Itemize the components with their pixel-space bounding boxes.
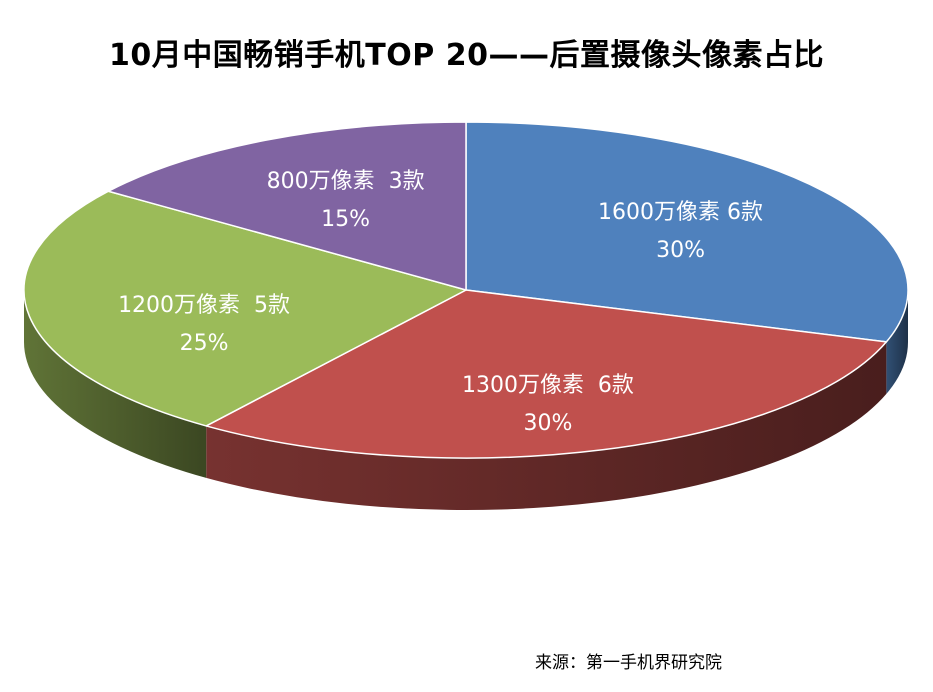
- pie-side-3: [24, 290, 207, 478]
- slice-label-2: 1300万像素 6款: [462, 373, 634, 398]
- pie-slice-2: [205, 289, 888, 459]
- pie-side-2: [206, 341, 887, 511]
- chart-title: 10月中国畅销手机TOP 20——后置摄像头像素占比: [109, 38, 824, 73]
- pie-side-1: [886, 290, 908, 394]
- slice-percent-4: 15%: [321, 207, 370, 232]
- slice-label-3: 1200万像素 5款: [118, 293, 290, 318]
- pie-slice-3: [23, 190, 467, 427]
- slice-percent-1: 30%: [656, 238, 705, 263]
- slice-percent-2: 30%: [523, 411, 572, 436]
- pie-slice-4: [107, 121, 467, 291]
- source-note: 来源：第一手机界研究院: [535, 653, 722, 673]
- slice-label-4: 800万像素 3款: [267, 169, 425, 194]
- pie-slice-1: [465, 121, 909, 343]
- slice-label-1: 1600万像素 6款: [598, 200, 763, 225]
- slice-percent-3: 25%: [180, 331, 229, 356]
